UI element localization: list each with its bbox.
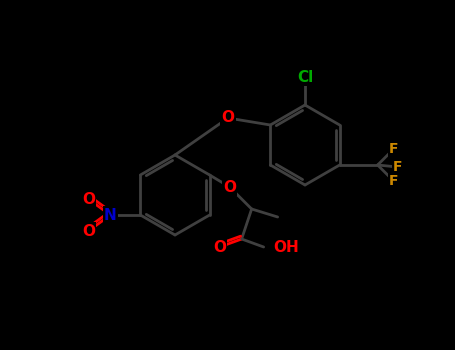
Text: O: O — [213, 239, 226, 254]
Text: OH: OH — [273, 239, 299, 254]
Text: O: O — [222, 111, 234, 126]
Text: F: F — [389, 174, 399, 188]
Text: O: O — [223, 180, 236, 195]
Text: Cl: Cl — [297, 70, 313, 84]
Text: F: F — [389, 142, 399, 156]
Text: F: F — [393, 160, 402, 174]
Text: O: O — [82, 224, 95, 238]
Text: N: N — [104, 208, 117, 223]
Text: O: O — [82, 191, 95, 206]
